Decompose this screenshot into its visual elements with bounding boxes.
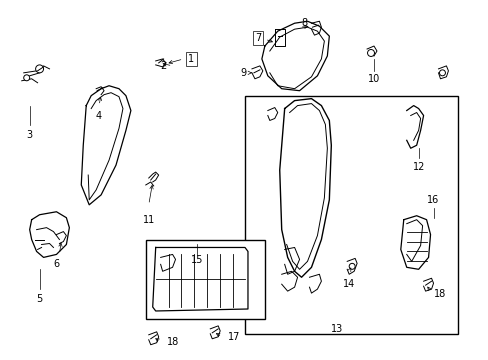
Circle shape [36, 65, 43, 73]
Text: 10: 10 [367, 74, 379, 84]
Text: 1: 1 [188, 54, 194, 64]
Text: 14: 14 [343, 279, 355, 289]
Text: 18: 18 [433, 289, 445, 299]
Text: 15: 15 [191, 255, 203, 265]
Text: 2: 2 [160, 61, 166, 71]
Text: 18: 18 [166, 337, 179, 347]
Bar [244, 96, 457, 334]
Text: 9: 9 [240, 68, 245, 78]
Bar [145, 239, 264, 319]
Text: 8: 8 [301, 18, 307, 28]
Text: 5: 5 [37, 294, 42, 304]
Text: 17: 17 [228, 332, 240, 342]
Circle shape [24, 75, 30, 81]
Text: 13: 13 [330, 324, 343, 334]
Text: 3: 3 [26, 130, 33, 140]
Circle shape [348, 264, 354, 269]
Text: 12: 12 [411, 162, 424, 172]
Text: 16: 16 [427, 195, 439, 205]
Text: 4: 4 [95, 111, 101, 121]
Text: 7: 7 [254, 33, 261, 43]
Text: 6: 6 [53, 260, 60, 269]
Circle shape [439, 70, 445, 76]
Text: 11: 11 [142, 215, 155, 225]
Circle shape [367, 50, 374, 57]
